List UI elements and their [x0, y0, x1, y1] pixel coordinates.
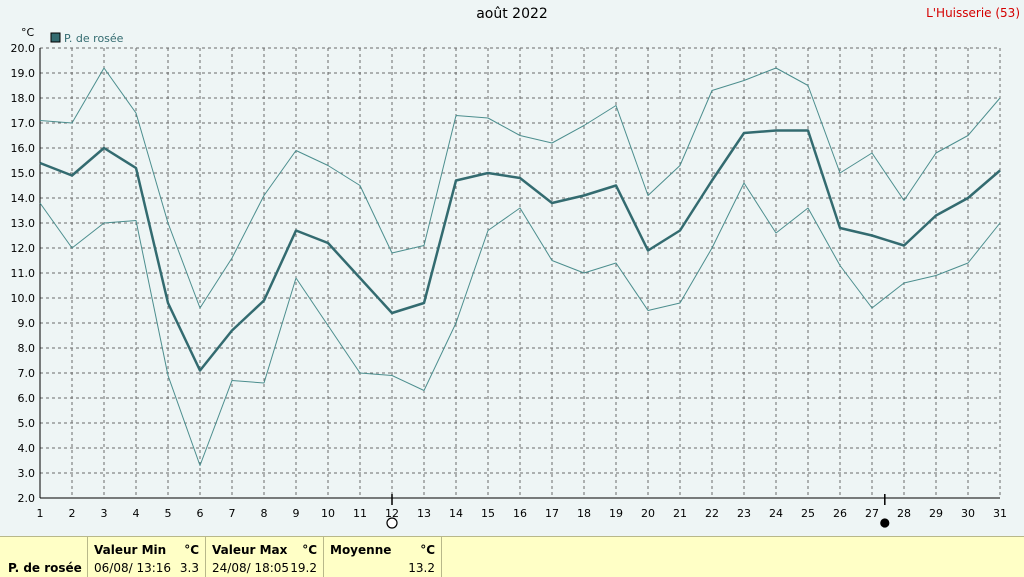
x-tick-label: 30 — [961, 507, 975, 520]
chart-title: août 2022 — [476, 6, 548, 22]
y-tick-label: 18.0 — [11, 92, 36, 105]
grid — [39, 47, 1001, 499]
x-tick-label: 2 — [69, 507, 76, 520]
y-tick-label: 7.0 — [18, 367, 36, 380]
y-tick-label: 2.0 — [18, 492, 36, 505]
y-tick-label: 13.0 — [11, 217, 36, 230]
y-tick-label: 4.0 — [18, 442, 36, 455]
station-label: L'Huisserie (53) — [926, 6, 1020, 20]
min-datetime: 06/08/ 13:16 — [94, 561, 172, 575]
x-tick-label: 19 — [609, 507, 623, 520]
series-lines — [39, 67, 1001, 466]
x-tick-label: 17 — [545, 507, 559, 520]
x-tick-label: 4 — [133, 507, 140, 520]
x-tick-label: 1 — [37, 507, 44, 520]
y-tick-label: 6.0 — [18, 392, 36, 405]
x-tick-label: 13 — [417, 507, 431, 520]
y-tick-label: 17.0 — [11, 117, 36, 130]
legend-label: P. de rosée — [64, 32, 124, 45]
stats-row-label: P. de rosée — [8, 561, 82, 575]
y-tick-label: 11.0 — [11, 267, 36, 280]
series-line-min — [39, 182, 1001, 466]
x-tick-label: 26 — [833, 507, 847, 520]
y-tick-label: 8.0 — [18, 342, 36, 355]
max-unit: °C — [302, 543, 317, 557]
y-tick-label: 14.0 — [11, 192, 36, 205]
avg-header: Moyenne — [330, 543, 392, 557]
y-tick-label: 16.0 — [11, 142, 36, 155]
y-tick-label: 15.0 — [11, 167, 36, 180]
stats-table: P. de rosée Valeur Min °C 06/08/ 13:16 3… — [0, 536, 1024, 577]
full-moon-icon — [386, 517, 398, 529]
min-value: 3.3 — [179, 561, 199, 575]
min-header: Valeur Min — [94, 543, 167, 557]
x-tick-label: 14 — [449, 507, 463, 520]
min-unit: °C — [184, 543, 199, 557]
stats-label-cell: P. de rosée — [0, 537, 88, 577]
legend: P. de rosée — [50, 32, 124, 45]
x-tick-label: 28 — [897, 507, 911, 520]
axes: 2.0 3.0 4.0 5.0 6.0 7.0 8.0 9.0 10.0 11.0 12.0 13.0… — [11, 42, 1007, 529]
x-tick-label: 15 — [481, 507, 495, 520]
x-tick-label: 12 — [385, 507, 399, 520]
x-tick-label: 22 — [705, 507, 719, 520]
stats-min-cell: Valeur Min °C 06/08/ 13:16 3.3 — [88, 537, 206, 577]
stats-max-cell: Valeur Max °C 24/08/ 18:05 19.2 — [206, 537, 324, 577]
max-header: Valeur Max — [212, 543, 288, 557]
x-tick-label: 20 — [641, 507, 655, 520]
y-tick-label: 20.0 — [11, 42, 36, 55]
series-line-mean — [39, 129, 1001, 372]
max-datetime: 24/08/ 18:05 — [212, 561, 290, 575]
x-tick-label: 23 — [737, 507, 751, 520]
new-moon-icon — [880, 518, 890, 528]
y-axis-unit: °C — [21, 26, 35, 39]
x-tick-label: 21 — [673, 507, 687, 520]
x-tick-label: 3 — [101, 507, 108, 520]
x-tick-label: 27 — [865, 507, 879, 520]
x-tick-label: 7 — [229, 507, 236, 520]
stats-avg-cell: Moyenne °C 13.2 — [324, 537, 442, 577]
dew-point-chart: 2.0 3.0 4.0 5.0 6.0 7.0 8.0 9.0 10.0 11.0 12.0 13.0… — [11, 26, 1007, 529]
x-tick-label: 29 — [929, 507, 943, 520]
y-tick-label: 10.0 — [11, 292, 36, 305]
x-tick-label: 8 — [261, 507, 268, 520]
x-tick-label: 6 — [197, 507, 204, 520]
x-tick-label: 10 — [321, 507, 335, 520]
x-tick-label: 24 — [769, 507, 783, 520]
y-tick-label: 19.0 — [11, 67, 36, 80]
max-value: 19.2 — [290, 561, 317, 575]
x-tick-label: 18 — [577, 507, 591, 520]
x-tick-label: 25 — [801, 507, 815, 520]
x-tick-label: 31 — [993, 507, 1007, 520]
y-tick-label: 5.0 — [18, 417, 36, 430]
y-tick-label: 3.0 — [18, 467, 36, 480]
y-tick-label: 12.0 — [11, 242, 36, 255]
x-tick-label: 9 — [293, 507, 300, 520]
legend-swatch — [50, 32, 61, 43]
avg-value: 13.2 — [408, 561, 435, 575]
x-tick-label: 11 — [353, 507, 367, 520]
x-tick-label: 16 — [513, 507, 527, 520]
series-line-max — [39, 67, 1001, 309]
x-tick-label: 5 — [165, 507, 172, 520]
avg-unit: °C — [420, 543, 435, 557]
y-tick-label: 9.0 — [18, 317, 36, 330]
